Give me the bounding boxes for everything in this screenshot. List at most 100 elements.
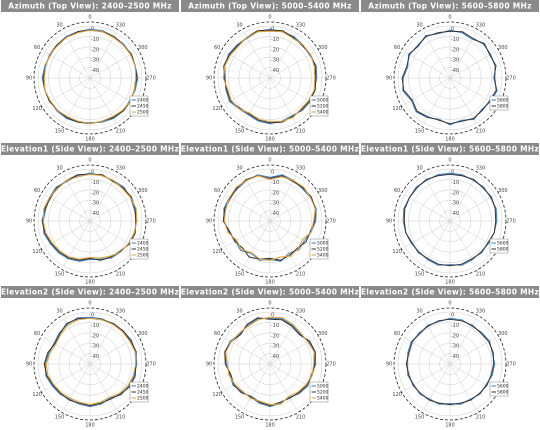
radial-tick-label: -30 bbox=[91, 344, 99, 350]
polar-chart: Elevation1 (Side View): 5000–5400 MHz 0 -1… bbox=[181, 143, 359, 286]
chart-title: Azimuth (Top View): 2400–2500 MHz bbox=[8, 2, 172, 11]
angle-tick-label: 150 bbox=[235, 271, 245, 277]
pattern-line bbox=[224, 317, 317, 408]
angular-grid bbox=[89, 32, 117, 79]
radial-tick-label: -10 bbox=[91, 323, 99, 329]
pattern-line bbox=[223, 175, 316, 262]
legend-box bbox=[309, 238, 329, 260]
angle-tick-label: 0 bbox=[268, 301, 271, 307]
angular-grid bbox=[269, 77, 316, 105]
legend-box bbox=[309, 95, 329, 117]
legend-label: 2500 bbox=[137, 110, 149, 116]
angle-tick-label: 90 bbox=[206, 219, 212, 225]
legend-label: 2400 bbox=[137, 241, 149, 247]
pattern-line bbox=[222, 175, 316, 261]
angular-grid bbox=[63, 77, 91, 124]
angular-grid bbox=[449, 32, 477, 79]
angle-tick-label: 210 bbox=[296, 128, 306, 134]
angle-tick-label: 120 bbox=[32, 249, 42, 255]
angle-tick-label: 180 bbox=[265, 280, 275, 286]
angle-tick-label: 330 bbox=[296, 166, 306, 172]
angle-tick-label: 300 bbox=[138, 331, 148, 337]
angle-tick-label: 210 bbox=[116, 414, 126, 420]
reference-circle bbox=[213, 164, 327, 278]
angle-tick-label: 60 bbox=[394, 331, 400, 337]
reference-circle bbox=[33, 307, 147, 421]
reference-circle bbox=[213, 21, 327, 135]
angle-tick-label: 210 bbox=[116, 128, 126, 134]
polar-chart: Azimuth (Top View): 5000–5400 MHz 0 -10 -20… bbox=[181, 0, 359, 143]
angle-tick-label: 150 bbox=[235, 128, 245, 134]
angular-grid bbox=[243, 220, 271, 267]
radial-tick-label: -30 bbox=[91, 201, 99, 207]
angular-grid bbox=[89, 318, 117, 365]
angular-grid bbox=[63, 318, 91, 365]
radial-tick-label: -40 bbox=[271, 211, 279, 217]
angular-grid bbox=[449, 337, 496, 365]
radial-tick-label: 0 bbox=[91, 313, 94, 319]
angular-grid bbox=[89, 337, 136, 365]
angle-tick-label: 90 bbox=[26, 219, 32, 225]
angle-tick-label: 30 bbox=[236, 309, 242, 315]
angle-tick-label: 180 bbox=[265, 137, 275, 143]
angular-grid bbox=[44, 220, 91, 248]
radial-tick-label: -40 bbox=[451, 354, 459, 360]
angle-tick-label: 270 bbox=[506, 219, 516, 225]
reference-circle bbox=[213, 307, 327, 421]
radial-tick-label: -30 bbox=[451, 344, 459, 350]
angle-tick-label: 120 bbox=[32, 106, 42, 112]
angular-grid bbox=[224, 220, 271, 248]
angle-tick-label: 30 bbox=[416, 23, 422, 29]
angular-grid bbox=[423, 175, 451, 222]
reference-circle bbox=[393, 164, 507, 278]
legend-label: 2500 bbox=[137, 396, 149, 402]
radial-tick-label: 0 bbox=[451, 170, 454, 176]
angular-grid bbox=[423, 77, 451, 124]
angular-grid bbox=[89, 220, 117, 267]
angle-tick-label: 30 bbox=[236, 23, 242, 29]
radial-tick-label: -10 bbox=[451, 37, 459, 43]
angular-grid bbox=[44, 363, 91, 391]
legend-label: 5400 bbox=[317, 396, 329, 402]
angular-grid bbox=[269, 194, 316, 222]
angle-tick-label: 90 bbox=[206, 76, 212, 82]
title-bar bbox=[361, 0, 539, 12]
angular-grid bbox=[243, 363, 271, 410]
legend-label: 2400 bbox=[137, 98, 149, 104]
angular-grid bbox=[224, 363, 271, 391]
angle-tick-label: 210 bbox=[476, 128, 486, 134]
angle-tick-label: 0 bbox=[88, 301, 91, 307]
radial-tick-label: -20 bbox=[91, 190, 99, 196]
radial-tick-label: -10 bbox=[451, 323, 459, 329]
radial-tick-label: -30 bbox=[451, 58, 459, 64]
angle-tick-label: 270 bbox=[506, 362, 516, 368]
legend-label: 5800 bbox=[497, 104, 509, 110]
radial-tick-label: 0 bbox=[91, 170, 94, 176]
angle-tick-label: 0 bbox=[268, 158, 271, 164]
radial-tick-label: -10 bbox=[451, 180, 459, 186]
angular-grid bbox=[449, 77, 477, 124]
reference-circle bbox=[393, 307, 507, 421]
angle-tick-label: 210 bbox=[476, 414, 486, 420]
angle-tick-label: 180 bbox=[445, 137, 455, 143]
chart-title: Elevation2 (Side View): 2400–2500 MHz bbox=[1, 288, 179, 297]
angle-tick-label: 0 bbox=[268, 15, 271, 21]
angular-grid bbox=[44, 77, 91, 105]
angle-tick-label: 300 bbox=[318, 45, 328, 51]
radial-tick-label: -20 bbox=[451, 190, 459, 196]
chart-title: Elevation2 (Side View): 5600–5800 MHz bbox=[361, 288, 539, 297]
angular-grid bbox=[423, 220, 451, 267]
angular-grid bbox=[224, 51, 271, 79]
angle-tick-label: 150 bbox=[55, 128, 65, 134]
angular-grid bbox=[44, 51, 91, 79]
angular-grid bbox=[63, 32, 91, 79]
angle-tick-label: 90 bbox=[26, 76, 32, 82]
angle-tick-label: 60 bbox=[214, 188, 220, 194]
angular-grid bbox=[89, 77, 136, 105]
angle-tick-label: 180 bbox=[85, 423, 95, 429]
angular-grid bbox=[89, 220, 136, 248]
radial-tick-label: -10 bbox=[91, 37, 99, 43]
radial-tick-label: 0 bbox=[271, 170, 274, 176]
angular-grid bbox=[449, 51, 496, 79]
angle-tick-label: 330 bbox=[296, 309, 306, 315]
